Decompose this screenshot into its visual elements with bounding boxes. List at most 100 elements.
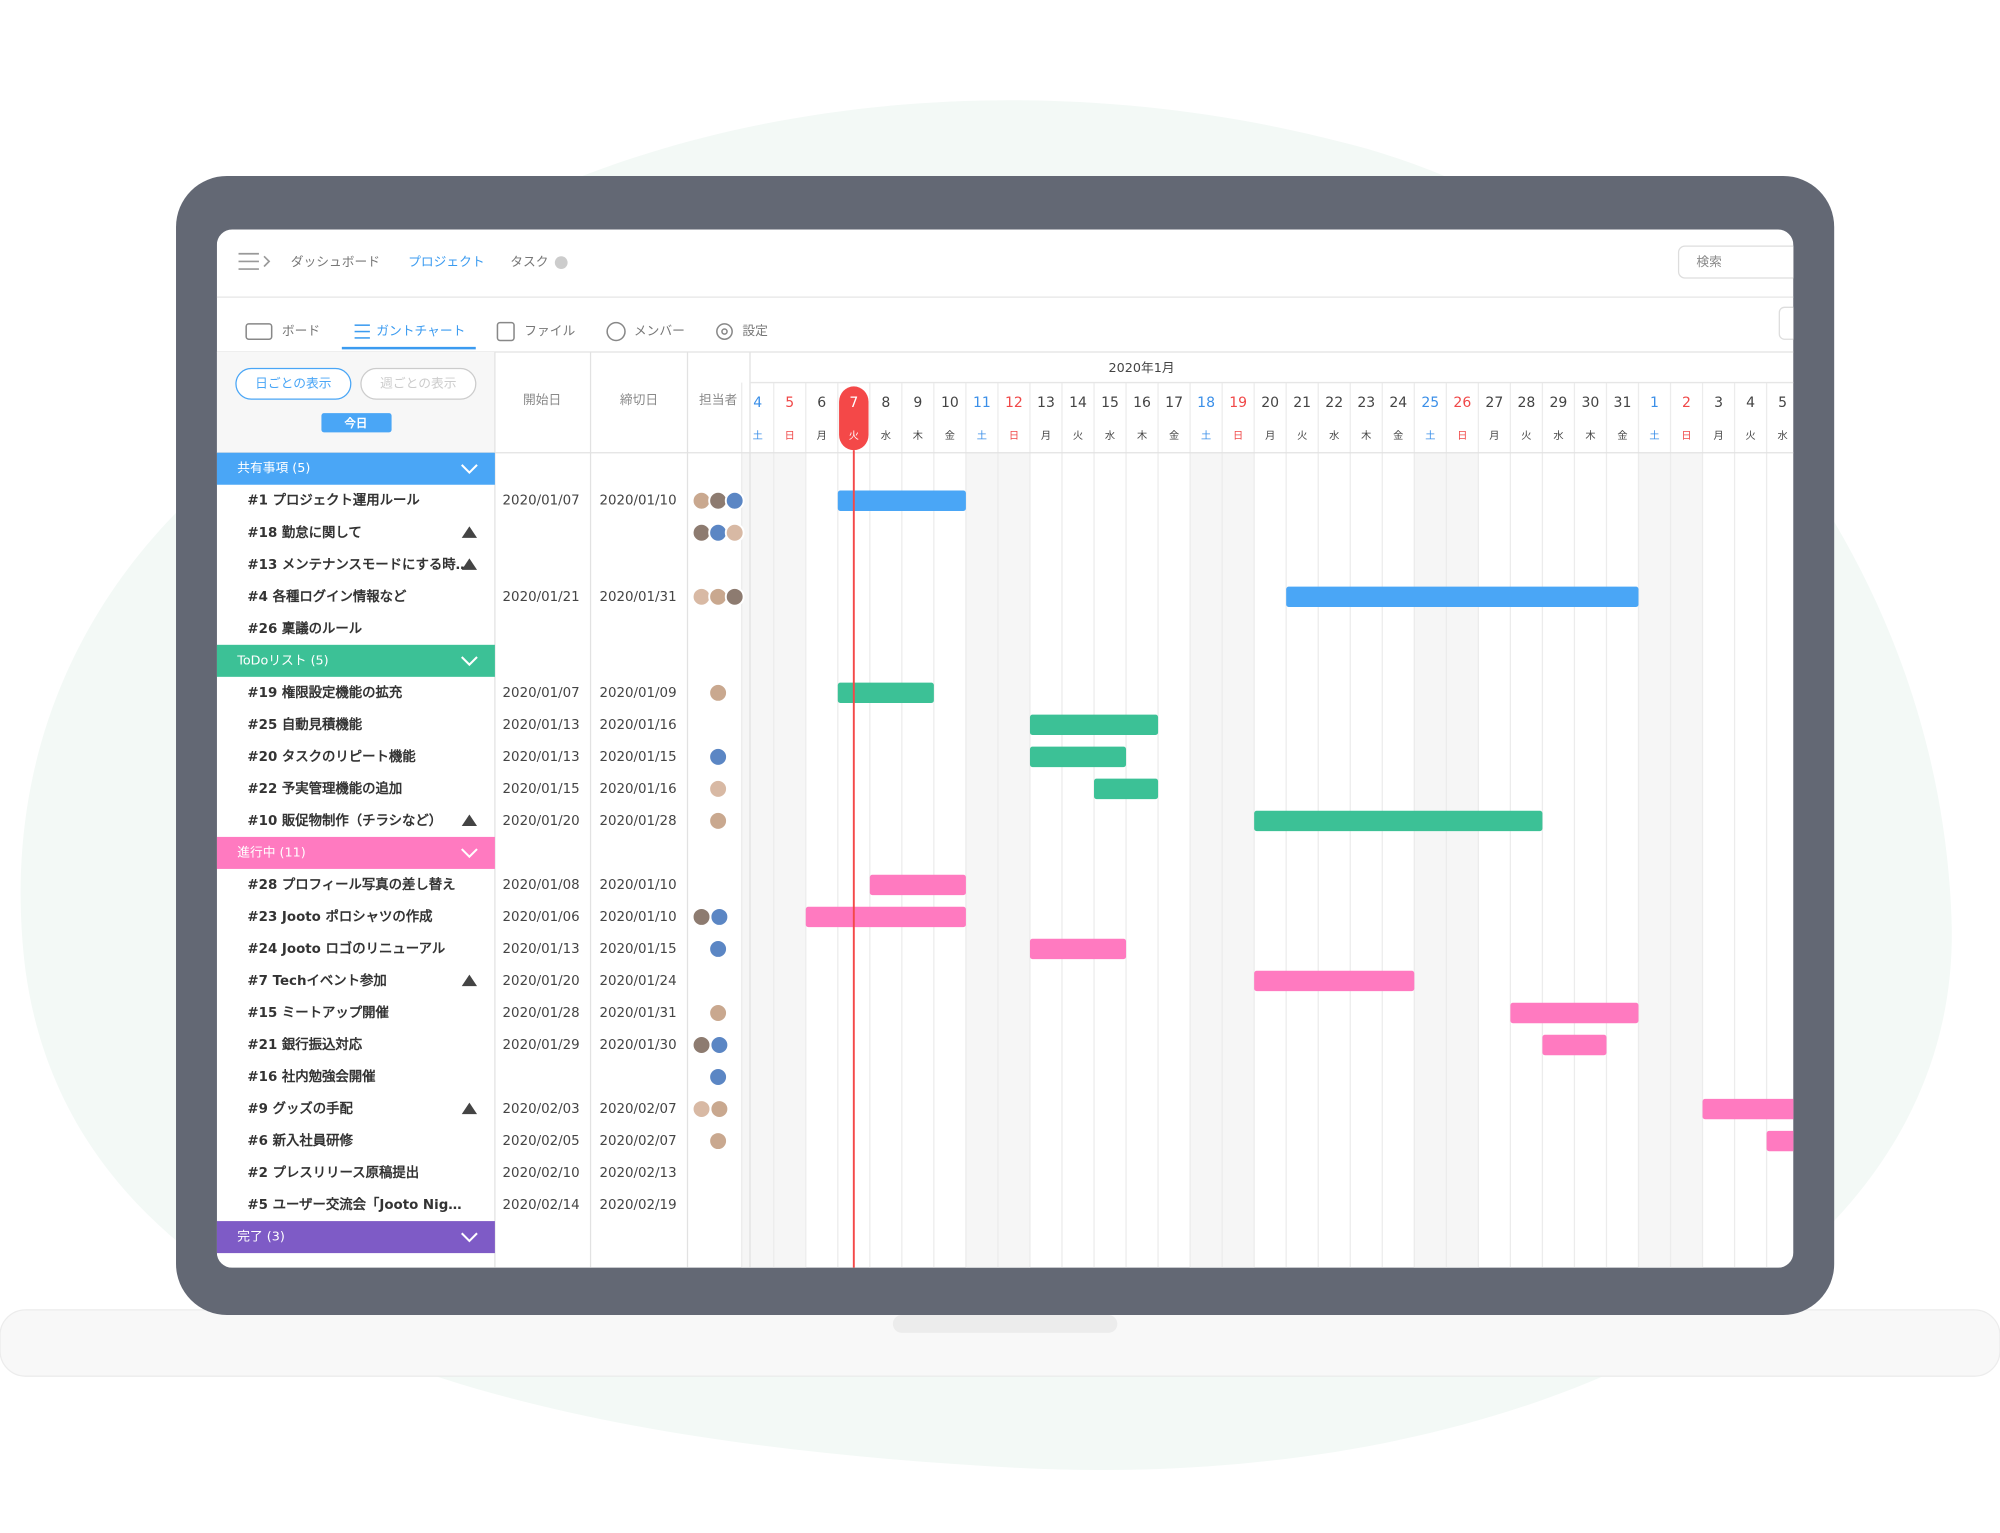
task-name[interactable]: #6 新入社員研修 — [247, 1132, 353, 1149]
task-name[interactable]: #23 Jooto ポロシャツの作成 — [247, 908, 433, 925]
group-header[interactable] — [216, 836, 495, 869]
start-date: 2020/01/28 — [503, 1006, 580, 1021]
task-name[interactable]: #4 各種ログイン情報など — [247, 588, 407, 605]
end-date: 2020/01/28 — [599, 814, 676, 829]
end-date: 2020/02/07 — [599, 1102, 676, 1117]
flag-icon — [461, 974, 478, 987]
day-number: 5 — [785, 395, 794, 411]
task-name[interactable]: #28 プロフィール写真の差し替え — [247, 876, 455, 893]
group-header[interactable] — [216, 452, 495, 485]
help-icon — [554, 256, 568, 270]
end-date: 2020/01/31 — [599, 590, 676, 605]
nav-item[interactable]: ダッシュボード — [291, 255, 380, 270]
weekday: 火 — [1745, 430, 1755, 442]
tab[interactable]: ファイル — [524, 324, 575, 339]
start-date: 2020/01/29 — [503, 1038, 580, 1053]
task-name[interactable]: #24 Jooto ロゴのリニューアル — [247, 940, 445, 957]
weekday: 日 — [1681, 431, 1691, 442]
weekday: 日 — [1233, 431, 1243, 442]
gantt-bar[interactable] — [1029, 938, 1127, 960]
task-name[interactable]: #13 メンテナンスモードにする時… — [247, 556, 469, 573]
nav-item[interactable]: タスク — [510, 255, 548, 270]
start-date: 2020/02/03 — [503, 1102, 580, 1117]
weekday: 土 — [1201, 429, 1211, 442]
group-chevron[interactable] — [461, 848, 478, 859]
day-number: 20 — [1261, 395, 1279, 411]
tab[interactable]: メンバー — [634, 324, 685, 339]
side-button[interactable] — [1778, 306, 1805, 340]
task-name[interactable]: #5 ユーザー交流会「Jooto Nig… — [247, 1196, 461, 1213]
gantt-bar[interactable] — [837, 682, 934, 704]
task-name[interactable]: #20 タスクのリピート機能 — [247, 748, 416, 765]
tab-icons — [245, 321, 733, 342]
view-button[interactable] — [235, 367, 352, 400]
avatar — [708, 1003, 728, 1023]
gantt-bar[interactable] — [1702, 1098, 1812, 1120]
day-number: 21 — [1293, 395, 1311, 411]
gantt-bar[interactable] — [837, 490, 966, 511]
group-title: 進行中 (11) — [237, 845, 305, 860]
task-name[interactable]: #18 勤怠に関して — [247, 524, 361, 541]
view-button[interactable] — [360, 367, 477, 400]
day-number: 27 — [1485, 395, 1503, 411]
weekday: 木 — [1585, 430, 1595, 442]
gantt-bar[interactable] — [1542, 1034, 1607, 1056]
group-header[interactable] — [216, 644, 495, 677]
avatar — [708, 522, 728, 543]
tab[interactable]: 設定 — [742, 324, 768, 339]
task-name[interactable]: #19 権限設定機能の拡充 — [247, 684, 402, 701]
laptop-notch — [892, 1314, 1118, 1333]
task-name[interactable]: #9 グッズの手配 — [247, 1100, 353, 1117]
gantt-bar[interactable] — [1094, 778, 1159, 800]
end-date: 2020/01/31 — [599, 1006, 676, 1021]
gantt-bar[interactable] — [869, 874, 966, 896]
group-header[interactable] — [216, 1221, 495, 1254]
tab[interactable]: ボード — [282, 324, 320, 339]
tab-active[interactable]: ガントチャート — [376, 324, 465, 339]
day-number: 18 — [1197, 395, 1215, 411]
gantt-bar[interactable] — [1766, 1130, 1812, 1152]
avatar — [708, 490, 728, 511]
task-name[interactable]: #7 Techイベント参加 — [247, 972, 386, 989]
menu-icon[interactable] — [238, 252, 271, 270]
nav-item[interactable]: プロジェクト — [408, 255, 485, 270]
weekend-column — [1222, 452, 1255, 1268]
task-name[interactable]: #25 自動見積機能 — [247, 716, 362, 733]
weekend-column — [1638, 452, 1671, 1268]
task-name[interactable]: #1 プロジェクト運用ルール — [247, 493, 420, 509]
weekday: 土 — [753, 429, 763, 442]
task-name[interactable]: #2 プレスリリース原稿提出 — [247, 1164, 419, 1181]
weekday: 水 — [1778, 430, 1788, 442]
task-name[interactable]: #10 販促物制作（チラシなど） — [247, 812, 442, 829]
today-button[interactable] — [321, 413, 392, 433]
weekend-column — [1190, 452, 1223, 1268]
task-name[interactable]: #22 予実管理機能の追加 — [247, 780, 402, 797]
avatar — [708, 586, 728, 607]
avatar — [708, 1067, 728, 1087]
gantt-bar[interactable] — [1254, 810, 1543, 832]
gantt-bar[interactable] — [1029, 746, 1127, 768]
gantt-bar[interactable] — [1286, 586, 1639, 607]
day-number: 4 — [1746, 395, 1755, 411]
group-chevron[interactable] — [461, 464, 478, 475]
task-name[interactable]: #26 稟議のルール — [247, 620, 362, 637]
gantt-bar[interactable] — [1254, 970, 1415, 992]
day-number: 6 — [817, 395, 826, 411]
search-box[interactable] — [1677, 245, 1807, 279]
flag-icon — [461, 526, 478, 538]
day-number: 28 — [1517, 395, 1535, 411]
task-name[interactable]: #21 銀行振込対応 — [247, 1036, 362, 1053]
task-rows: 共有事項 (5) #1 プロジェクト運用ルール 2020/01/07 2020/01/… — [216, 450, 1812, 1268]
gantt-bar[interactable] — [1029, 714, 1159, 736]
weekday: 月 — [1265, 430, 1275, 442]
gantt-bar[interactable] — [805, 906, 966, 928]
task-name[interactable]: #15 ミートアップ開催 — [247, 1004, 389, 1021]
gantt-bar[interactable] — [1510, 1002, 1639, 1024]
group-chevron[interactable] — [461, 1232, 478, 1243]
avatar — [691, 1035, 712, 1055]
weekend-column — [1446, 452, 1479, 1268]
group-chevron[interactable] — [461, 656, 478, 667]
day-number: 9 — [913, 395, 922, 411]
column-header: 締切日 — [620, 393, 658, 408]
task-name[interactable]: #16 社内勉強会開催 — [247, 1068, 376, 1085]
